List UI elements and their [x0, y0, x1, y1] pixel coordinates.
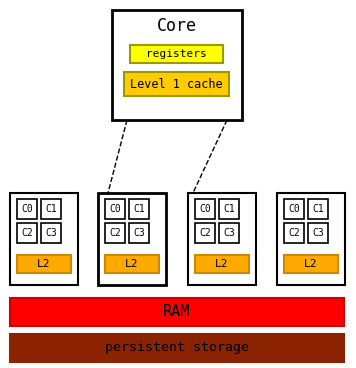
Bar [105, 199, 125, 219]
Bar [105, 223, 125, 243]
Text: C0: C0 [199, 204, 211, 214]
Bar [284, 223, 304, 243]
Bar [105, 255, 159, 273]
Text: C2: C2 [109, 228, 121, 238]
Text: C3: C3 [45, 228, 57, 238]
Text: L2: L2 [37, 259, 51, 269]
Bar [188, 193, 256, 285]
Bar [129, 223, 149, 243]
Text: C1: C1 [45, 204, 57, 214]
Bar [17, 255, 71, 273]
Text: RAM: RAM [163, 304, 191, 319]
Bar [41, 199, 61, 219]
Bar [195, 223, 215, 243]
Text: C1: C1 [133, 204, 145, 214]
Text: C0: C0 [21, 204, 33, 214]
Text: C2: C2 [21, 228, 33, 238]
Text: Core: Core [157, 17, 197, 35]
Bar [195, 199, 215, 219]
Bar [17, 223, 37, 243]
Text: L2: L2 [215, 259, 229, 269]
Bar [129, 199, 149, 219]
Bar [195, 255, 249, 273]
Bar [98, 193, 166, 285]
Text: C3: C3 [223, 228, 235, 238]
Text: L2: L2 [125, 259, 139, 269]
Bar [17, 199, 37, 219]
Text: L2: L2 [304, 259, 318, 269]
Bar [10, 334, 344, 362]
Bar [41, 223, 61, 243]
Text: C3: C3 [133, 228, 145, 238]
Bar [130, 45, 223, 63]
Bar [308, 199, 328, 219]
Bar [219, 199, 239, 219]
Text: Level 1 cache: Level 1 cache [130, 78, 223, 91]
Bar [284, 255, 338, 273]
Bar [10, 298, 344, 326]
Bar [10, 193, 78, 285]
Text: C1: C1 [223, 204, 235, 214]
Text: C1: C1 [312, 204, 324, 214]
Bar [124, 72, 229, 96]
Text: C3: C3 [312, 228, 324, 238]
Bar [284, 199, 304, 219]
Bar [219, 223, 239, 243]
Text: C2: C2 [199, 228, 211, 238]
Text: registers: registers [146, 49, 207, 59]
Bar [277, 193, 345, 285]
Bar [308, 223, 328, 243]
Bar [112, 10, 242, 120]
Text: C0: C0 [288, 204, 300, 214]
Text: C0: C0 [109, 204, 121, 214]
Text: persistent storage: persistent storage [105, 342, 249, 354]
Text: C2: C2 [288, 228, 300, 238]
